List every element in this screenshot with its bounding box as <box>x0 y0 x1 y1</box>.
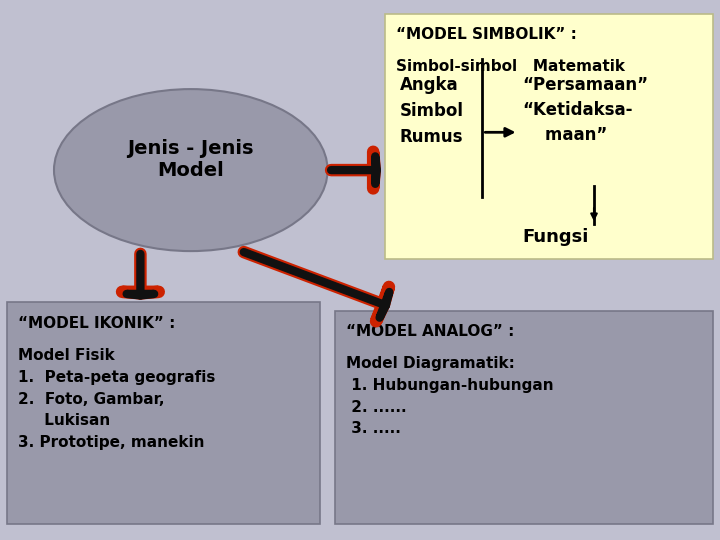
Text: Fungsi: Fungsi <box>522 228 588 246</box>
FancyBboxPatch shape <box>7 302 320 524</box>
Text: “Persamaan”
“Ketidaksa-
    maan”: “Persamaan” “Ketidaksa- maan” <box>522 76 648 144</box>
Text: “MODEL SIMBOLIK” :: “MODEL SIMBOLIK” : <box>396 27 577 42</box>
Text: “MODEL ANALOG” :: “MODEL ANALOG” : <box>346 324 514 339</box>
Text: Model Fisik
1.  Peta-peta geografis
2.  Foto, Gambar,
     Lukisan
3. Prototipe,: Model Fisik 1. Peta-peta geografis 2. Fo… <box>18 348 215 450</box>
Text: Model Diagramatik:
 1. Hubungan-hubungan
 2. ......
 3. .....: Model Diagramatik: 1. Hubungan-hubungan … <box>346 356 553 436</box>
Text: Jenis - Jenis
Model: Jenis - Jenis Model <box>127 139 254 180</box>
FancyBboxPatch shape <box>335 310 713 524</box>
Text: Angka
Simbol
Rumus: Angka Simbol Rumus <box>400 76 464 146</box>
FancyBboxPatch shape <box>385 14 713 259</box>
Text: Simbol-simbol   Matematik: Simbol-simbol Matematik <box>396 59 625 75</box>
Text: “MODEL IKONIK” :: “MODEL IKONIK” : <box>18 316 176 331</box>
Ellipse shape <box>54 89 328 251</box>
